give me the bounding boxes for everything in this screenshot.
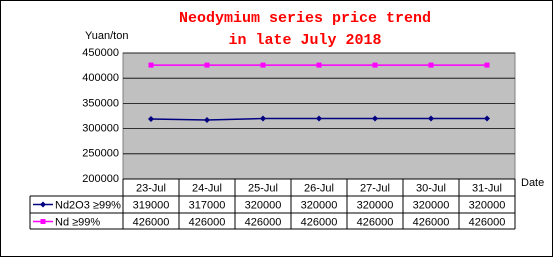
legend-label: Nd ≥99% <box>55 216 100 228</box>
table-value: 317000 <box>189 199 226 211</box>
point <box>204 62 210 68</box>
table-value: 426000 <box>189 216 226 228</box>
x-tick-label: 23-Jul <box>136 182 166 194</box>
table-value: 426000 <box>413 216 450 228</box>
table-value: 320000 <box>245 199 282 211</box>
x-tick-label: 27-Jul <box>360 182 390 194</box>
chart-subtitle: in late July 2018 <box>228 32 381 49</box>
y-axis-label: Yuan/ton <box>85 30 128 42</box>
point <box>484 115 490 122</box>
x-tick-label: 31-Jul <box>472 182 502 194</box>
point <box>428 115 434 122</box>
table-value: 426000 <box>133 216 170 228</box>
table-value: 320000 <box>301 199 338 211</box>
point <box>316 115 322 122</box>
table-value: 426000 <box>357 216 394 228</box>
table-value: 426000 <box>245 216 282 228</box>
point <box>148 116 154 123</box>
x-tick-label: 25-Jul <box>248 182 278 194</box>
point <box>484 62 490 68</box>
table-value: 320000 <box>413 199 450 211</box>
y-tick-label: 300000 <box>82 123 119 135</box>
chart-title: Neodymium series price trend <box>179 10 431 27</box>
point <box>148 62 154 68</box>
table-value: 426000 <box>301 216 338 228</box>
point <box>316 62 322 68</box>
table-value: 320000 <box>469 199 506 211</box>
y-tick-label: 400000 <box>82 72 119 84</box>
point <box>260 62 266 68</box>
x-tick-label: 30-Jul <box>416 182 446 194</box>
y-tick-label: 350000 <box>82 97 119 109</box>
legend-marker <box>40 219 46 224</box>
legend-marker <box>40 201 46 208</box>
x-axis-label: Date <box>521 177 544 189</box>
point <box>204 117 210 124</box>
table-value: 319000 <box>133 199 170 211</box>
y-tick-label: 250000 <box>82 148 119 160</box>
x-tick-label: 26-Jul <box>304 182 334 194</box>
y-tick-label: 200000 <box>82 173 119 185</box>
y-tick-label: 450000 <box>82 47 119 59</box>
point <box>428 62 434 68</box>
table-value: 320000 <box>357 199 394 211</box>
point <box>260 115 266 122</box>
x-tick-label: 24-Jul <box>192 182 222 194</box>
table-value: 426000 <box>469 216 506 228</box>
point <box>372 62 378 68</box>
legend-label: Nd2O3 ≥99% <box>55 199 121 211</box>
point <box>372 115 378 122</box>
